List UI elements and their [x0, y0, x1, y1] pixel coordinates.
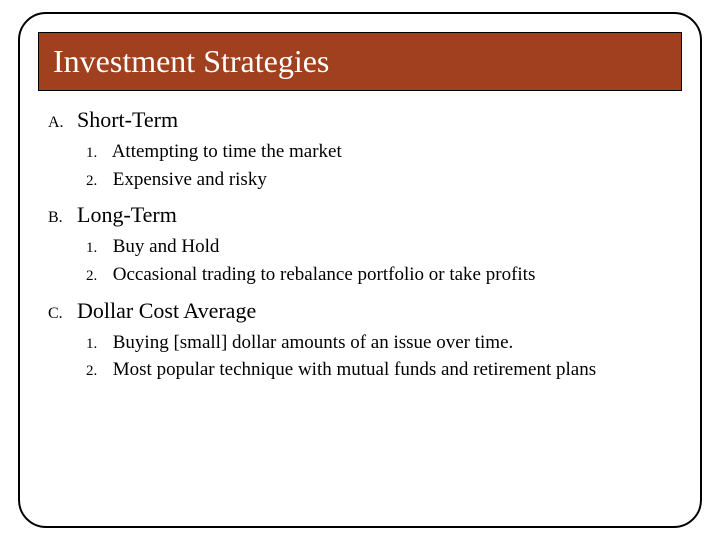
section-marker: A.	[48, 112, 72, 134]
section-label: Dollar Cost Average	[77, 298, 256, 323]
list-item: 1. Buy and Hold	[86, 234, 682, 260]
section-a: A. Short-Term	[48, 105, 682, 135]
item-marker: 2.	[86, 171, 108, 191]
item-text: Expensive and risky	[113, 169, 267, 190]
outline-body: A. Short-Term 1. Attempting to time the …	[38, 105, 682, 383]
section-b-items: 1. Buy and Hold 2. Occasional trading to…	[48, 234, 682, 287]
list-item: 1. Attempting to time the market	[86, 139, 682, 165]
section-c: C. Dollar Cost Average	[48, 296, 682, 326]
section-c-items: 1. Buying [small] dollar amounts of an i…	[48, 330, 682, 383]
slide-title: Investment Strategies	[53, 43, 667, 80]
list-item: 2. Expensive and risky	[86, 167, 682, 193]
item-marker: 2.	[86, 361, 108, 381]
item-text: Most popular technique with mutual funds…	[113, 359, 596, 380]
section-b: B. Long-Term	[48, 200, 682, 230]
item-text: Attempting to time the market	[112, 141, 342, 162]
item-marker: 1.	[86, 238, 108, 258]
item-marker: 1.	[86, 143, 108, 163]
list-item: 1. Buying [small] dollar amounts of an i…	[86, 330, 682, 356]
item-text: Buy and Hold	[113, 236, 220, 257]
title-bar: Investment Strategies	[38, 32, 682, 91]
section-marker: B.	[48, 207, 72, 229]
item-text: Buying [small] dollar amounts of an issu…	[113, 332, 514, 353]
item-marker: 2.	[86, 266, 108, 286]
section-label: Short-Term	[77, 107, 178, 132]
section-marker: C.	[48, 303, 72, 325]
list-item: 2. Occasional trading to rebalance portf…	[86, 262, 682, 288]
section-label: Long-Term	[77, 202, 177, 227]
item-marker: 1.	[86, 334, 108, 354]
section-a-items: 1. Attempting to time the market 2. Expe…	[48, 139, 682, 192]
slide-frame: Investment Strategies A. Short-Term 1. A…	[18, 12, 702, 528]
item-text: Occasional trading to rebalance portfoli…	[113, 264, 536, 285]
list-item: 2. Most popular technique with mutual fu…	[86, 357, 682, 383]
